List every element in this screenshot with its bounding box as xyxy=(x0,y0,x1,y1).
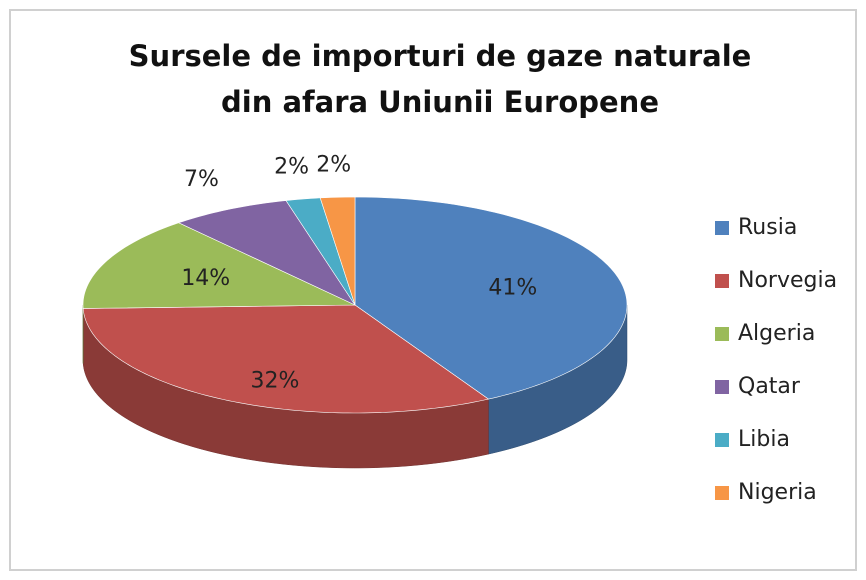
data-label: 32% xyxy=(250,368,299,393)
legend-swatch xyxy=(715,380,729,394)
data-label: 41% xyxy=(488,276,537,301)
slice xyxy=(82,222,356,309)
slice xyxy=(177,200,356,306)
data-label: 2% xyxy=(316,153,351,178)
data-label: 7% xyxy=(184,167,219,192)
legend-swatch xyxy=(715,274,729,288)
legend-swatch xyxy=(715,221,729,235)
slice xyxy=(285,197,356,306)
legend-swatch xyxy=(715,327,729,341)
chart-title: din afara Uniunii Europene xyxy=(221,85,659,119)
slice xyxy=(319,196,356,306)
legend-swatch xyxy=(715,486,729,500)
legend-label: Nigeria xyxy=(738,480,817,505)
data-label: 2% xyxy=(274,155,309,180)
legend-label: Rusia xyxy=(738,215,797,240)
data-label: 14% xyxy=(181,266,230,291)
chart-title: Sursele de importuri de gaze naturale xyxy=(129,39,752,73)
legend-label: Algeria xyxy=(738,321,815,346)
legend-label: Norvegia xyxy=(738,268,837,293)
legend-label: Libia xyxy=(738,427,790,452)
slice xyxy=(354,196,628,400)
legend-swatch xyxy=(715,433,729,447)
slice xyxy=(82,304,490,414)
legend-label: Qatar xyxy=(738,374,801,399)
